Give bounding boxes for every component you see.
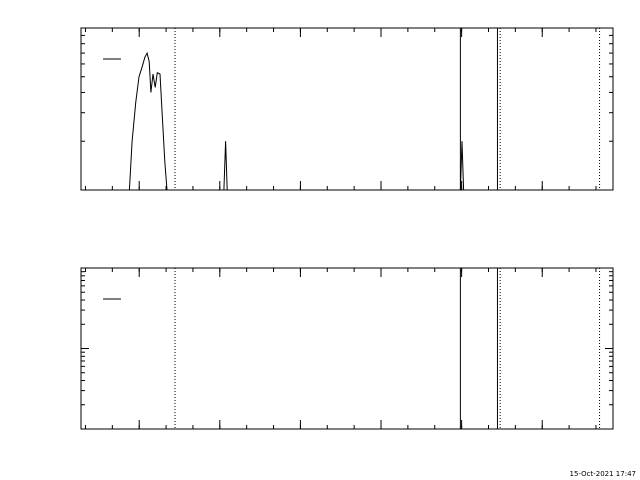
series-line [128,51,465,191]
hi-channel-panel [80,267,614,430]
plot-frame [80,27,614,191]
lo-channel-panel [80,27,614,191]
footer-timestamp: 15-Oct-2021 17:47 [570,470,636,478]
plot-frame [80,267,614,430]
